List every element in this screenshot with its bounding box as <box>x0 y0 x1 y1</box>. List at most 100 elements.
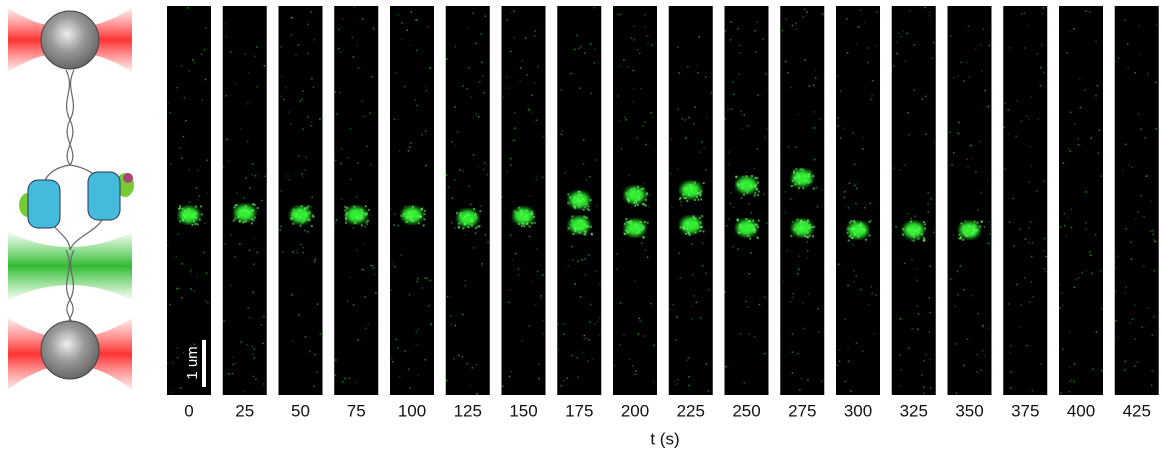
noise <box>913 44 915 46</box>
spot-pixel <box>812 175 814 177</box>
noise <box>361 269 363 271</box>
noise <box>314 39 316 41</box>
spot-pixel <box>187 213 189 215</box>
panel <box>390 6 434 395</box>
spot-pixel <box>679 198 681 200</box>
noise <box>357 45 359 47</box>
noise <box>1009 47 1011 49</box>
spot-pixel <box>813 226 815 228</box>
noise <box>528 108 530 110</box>
noise <box>766 73 768 75</box>
spot-pixel <box>567 202 569 204</box>
noise <box>1128 164 1130 166</box>
noise <box>921 374 923 376</box>
noise <box>1153 239 1155 241</box>
spot-pixel <box>305 213 307 215</box>
time-label: 350 <box>955 401 983 420</box>
noise <box>917 280 919 282</box>
noise <box>754 336 756 338</box>
noise <box>335 375 337 377</box>
noise <box>592 358 594 360</box>
noise <box>418 329 420 331</box>
noise <box>731 108 733 110</box>
noise <box>1137 211 1139 213</box>
noise <box>818 331 820 333</box>
noise <box>301 99 303 101</box>
time-label: 75 <box>347 401 366 420</box>
noise <box>476 113 478 115</box>
noise <box>792 351 794 353</box>
noise <box>298 45 300 47</box>
noise <box>1141 195 1143 197</box>
noise <box>177 347 179 349</box>
noise <box>781 30 783 32</box>
noise <box>514 112 516 114</box>
noise <box>1132 166 1134 168</box>
noise <box>1043 72 1045 74</box>
noise <box>585 274 587 276</box>
spot-pixel <box>913 240 915 242</box>
noise <box>839 360 841 362</box>
noise <box>177 357 179 359</box>
noise <box>1040 363 1042 365</box>
noise <box>204 49 206 51</box>
noise <box>427 277 429 279</box>
spot-pixel <box>699 194 701 196</box>
noise <box>197 170 199 172</box>
noise <box>1071 209 1073 211</box>
noise <box>870 220 872 222</box>
noise <box>356 382 358 384</box>
noise <box>537 66 539 68</box>
noise <box>836 364 838 366</box>
noise <box>643 183 645 185</box>
spot-pixel <box>307 219 309 221</box>
noise <box>706 363 708 365</box>
noise <box>256 252 258 254</box>
noise <box>506 19 508 21</box>
spot-pixel <box>578 194 580 196</box>
noise <box>1127 43 1129 45</box>
noise <box>688 117 690 119</box>
noise <box>950 35 952 37</box>
noise <box>594 323 596 325</box>
noise <box>705 77 707 79</box>
noise <box>399 150 401 152</box>
time-label: 150 <box>509 401 537 420</box>
noise <box>856 43 858 45</box>
spot-pixel <box>579 232 581 234</box>
spot-pixel <box>634 205 636 207</box>
noise <box>1081 272 1083 274</box>
noise <box>1070 112 1072 114</box>
spot-pixel <box>464 216 466 218</box>
noise <box>966 62 968 64</box>
noise <box>594 48 596 50</box>
noise <box>1117 255 1119 257</box>
scale-bar-label: 1 um <box>184 346 201 379</box>
time-label: 250 <box>732 401 760 420</box>
noise <box>314 261 316 263</box>
noise <box>908 112 910 114</box>
noise <box>307 231 309 233</box>
noise <box>739 45 741 47</box>
noise <box>1037 53 1039 55</box>
noise <box>1085 222 1087 224</box>
noise <box>623 335 625 337</box>
spot-pixel <box>693 217 695 219</box>
noise <box>539 297 541 299</box>
noise <box>510 164 512 166</box>
noise <box>694 107 696 109</box>
noise <box>1030 221 1032 223</box>
noise <box>240 128 242 130</box>
spot-pixel <box>584 224 586 226</box>
noise <box>1095 40 1097 42</box>
noise <box>1115 267 1117 269</box>
spot-pixel <box>475 216 477 218</box>
spot-pixel <box>737 219 739 221</box>
noise <box>634 374 636 376</box>
spot-pixel <box>966 235 968 237</box>
spot-pixel <box>474 214 476 216</box>
noise <box>906 33 908 35</box>
spot-pixel <box>254 217 256 219</box>
noise <box>589 176 591 178</box>
noise <box>261 200 263 202</box>
